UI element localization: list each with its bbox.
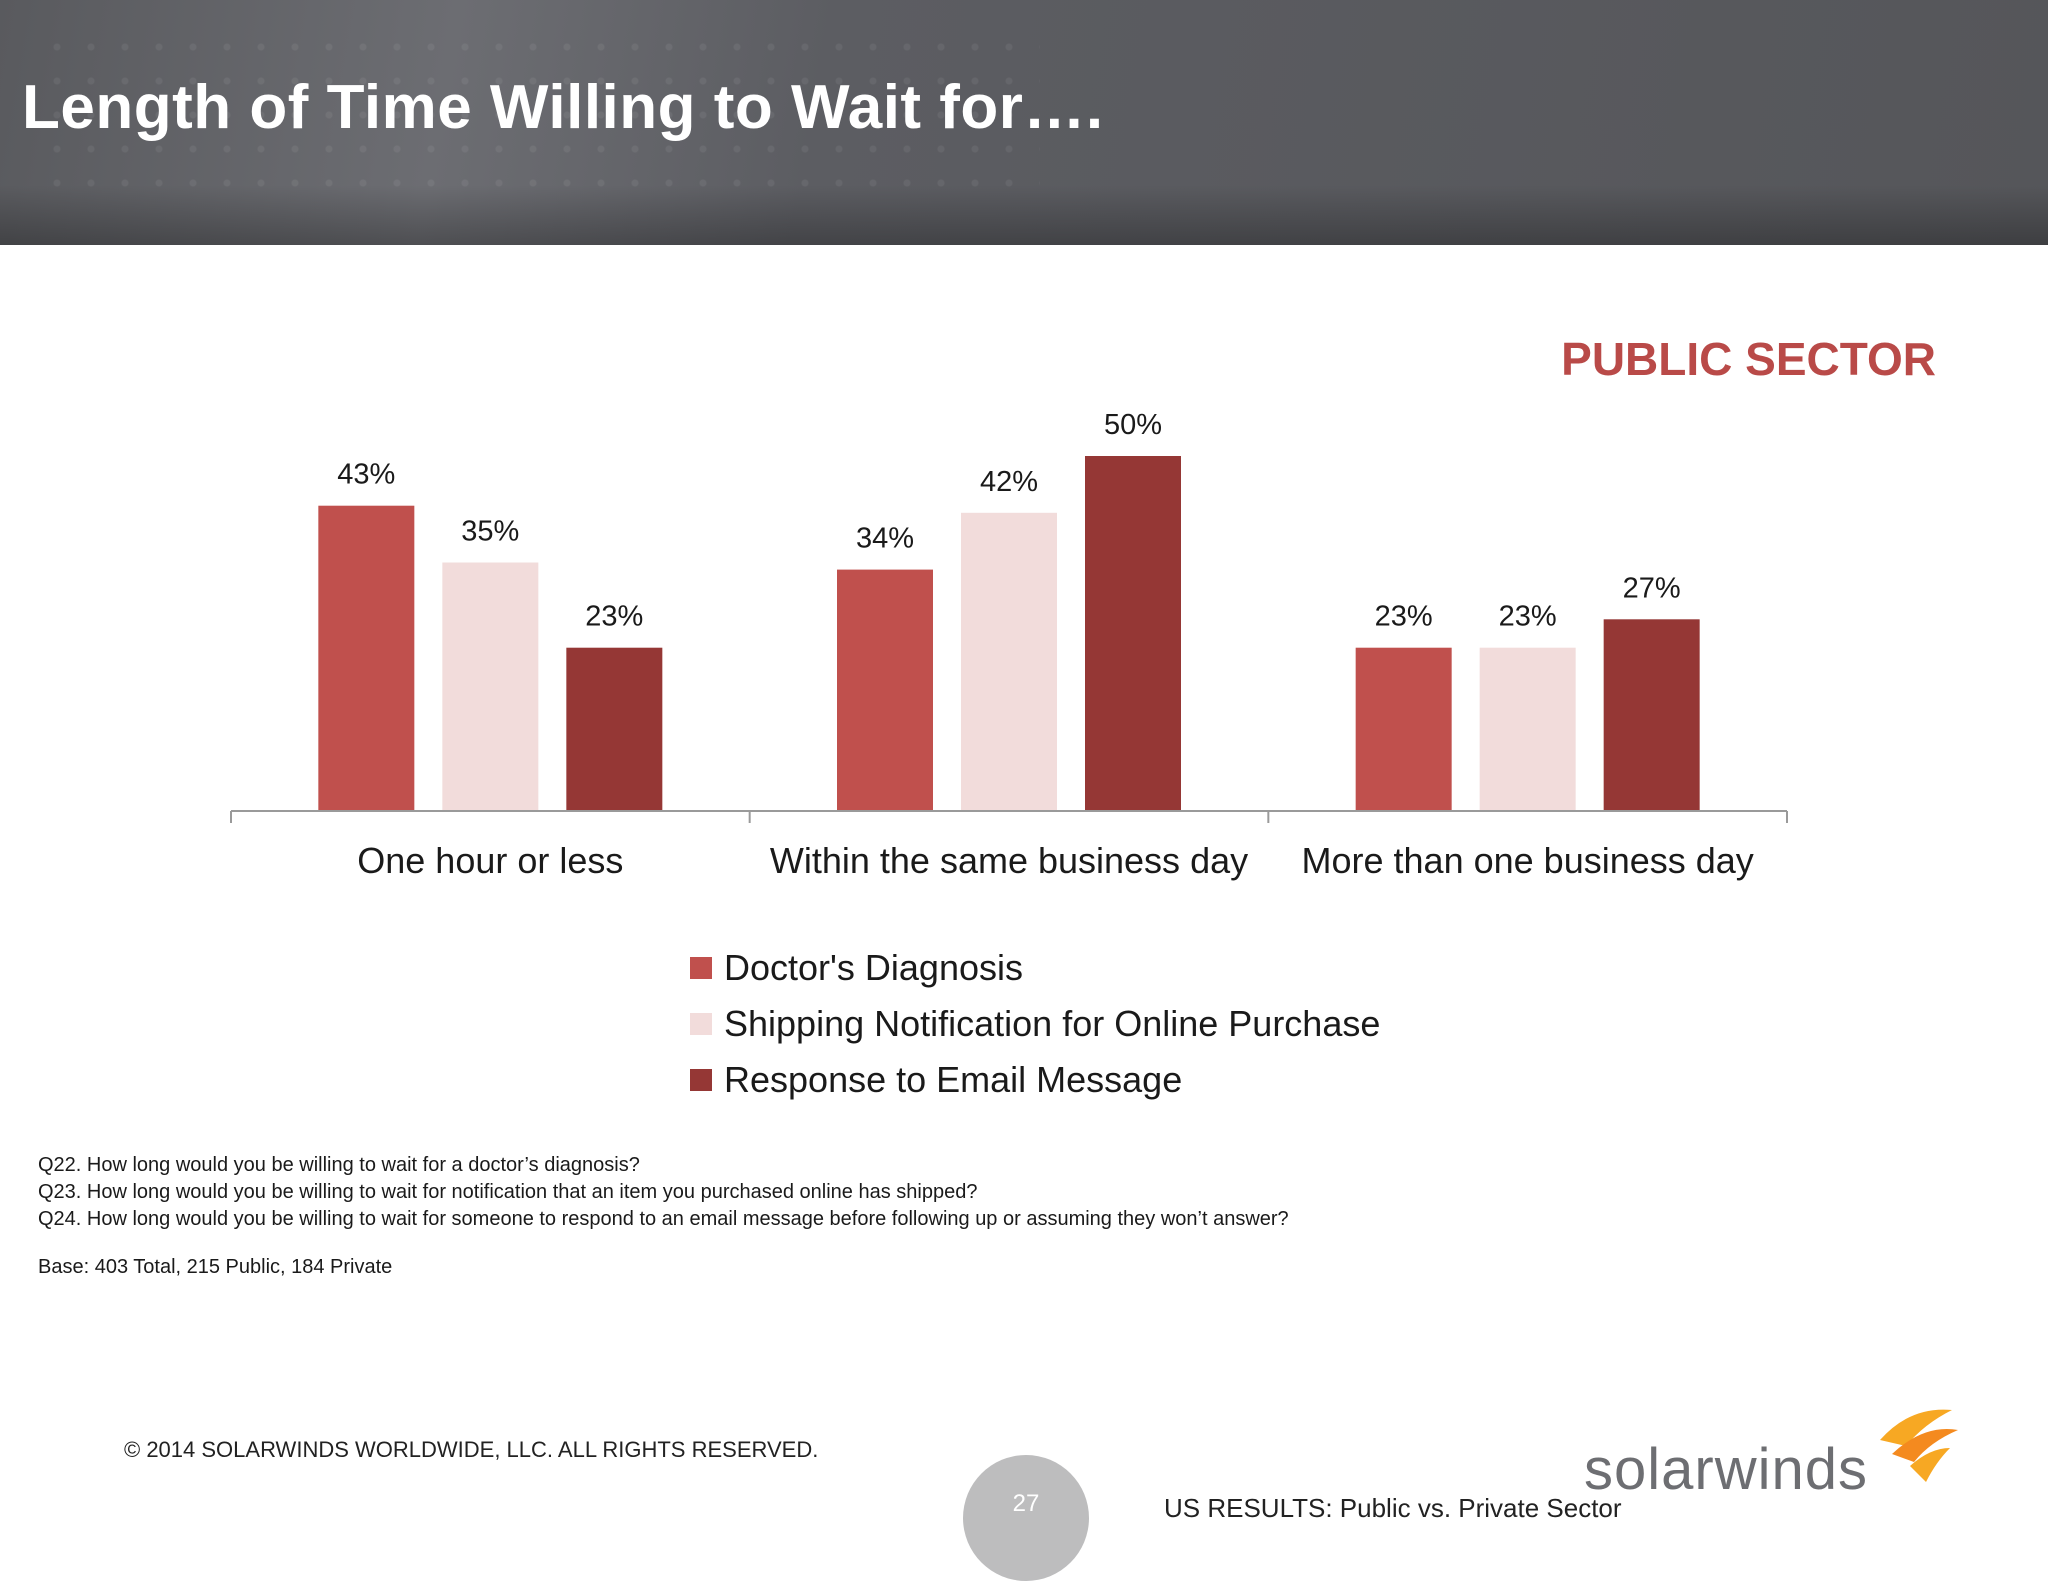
bar-1-0 xyxy=(837,569,933,811)
note-q22: Q22. How long would you be willing to wa… xyxy=(38,1154,640,1176)
data-label-1-1: 42% xyxy=(980,466,1038,498)
chart-bars xyxy=(318,456,1700,811)
header-texture xyxy=(40,30,1040,210)
page-number: 27 xyxy=(1012,1490,1040,1517)
bar-2-2 xyxy=(1603,619,1700,811)
chart-legend: Doctor's Diagnosis Shipping Notification… xyxy=(690,940,1380,1108)
header-banner: Length of Time Willing to Wait for…. xyxy=(0,0,2048,245)
data-label-0-0: 43% xyxy=(337,459,395,491)
data-label-1-2: 50% xyxy=(1104,409,1162,441)
data-label-2-1: 23% xyxy=(1499,601,1557,633)
sector-label: PUBLIC SECTOR xyxy=(1561,333,1936,385)
data-label-1-0: 34% xyxy=(856,523,914,555)
bar-1-2 xyxy=(1085,456,1181,811)
copyright: © 2014 SOLARWINDS WORLDWIDE, LLC. ALL RI… xyxy=(124,1437,819,1462)
chart-axis xyxy=(230,810,1788,823)
logo-text: solarwinds xyxy=(1584,1437,1868,1502)
note-q24: Q24. How long would you be willing to wa… xyxy=(38,1208,1289,1230)
bar-chart: 43% 35% 23% One hour or less 34% 42% 50% Within… xyxy=(230,409,1788,881)
survey-notes: Q22. How long would you be willing to wa… xyxy=(38,1152,1289,1281)
chart-labels: 43% 35% 23% One hour or less 34% 42% 50% Within… xyxy=(337,409,1754,881)
note-base: Base: 403 Total, 215 Public, 184 Private xyxy=(38,1256,393,1278)
solarwinds-logo-icon xyxy=(1880,1409,1958,1482)
data-label-0-1: 35% xyxy=(461,516,519,548)
header-shade xyxy=(0,185,2048,245)
x-tick-label-2: More than one business day xyxy=(1302,840,1754,881)
page-title: Length of Time Willing to Wait for…. xyxy=(22,73,1104,142)
bar-0-2 xyxy=(566,647,663,811)
bar-0-0 xyxy=(318,505,415,811)
note-q23: Q23. How long would you be willing to wa… xyxy=(38,1181,978,1203)
legend-label-shipping: Shipping Notification for Online Purchas… xyxy=(724,1003,1381,1044)
legend-item-shipping: Shipping Notification for Online Purchas… xyxy=(690,996,1380,1052)
legend-label-email: Response to Email Message xyxy=(724,1059,1183,1100)
legend-item-email: Response to Email Message xyxy=(690,1052,1380,1108)
legend-swatch-doctor xyxy=(690,957,712,979)
x-tick-label-0: One hour or less xyxy=(357,840,623,881)
data-label-2-2: 27% xyxy=(1623,572,1681,604)
bar-2-1 xyxy=(1479,647,1576,811)
bar-0-1 xyxy=(442,562,539,811)
legend-swatch-shipping xyxy=(690,1013,712,1035)
data-label-2-0: 23% xyxy=(1375,601,1433,633)
footer-note: US RESULTS: Public vs. Private Sector xyxy=(1164,1493,1622,1523)
data-label-0-2: 23% xyxy=(585,601,643,633)
x-tick-label-1: Within the same business day xyxy=(770,840,1248,881)
legend-item-doctor: Doctor's Diagnosis xyxy=(690,940,1380,996)
page-number-circle xyxy=(963,1455,1089,1581)
legend-label-doctor: Doctor's Diagnosis xyxy=(724,947,1023,988)
legend-swatch-email xyxy=(690,1069,712,1091)
bar-2-0 xyxy=(1355,647,1452,811)
bar-1-1 xyxy=(961,512,1057,811)
